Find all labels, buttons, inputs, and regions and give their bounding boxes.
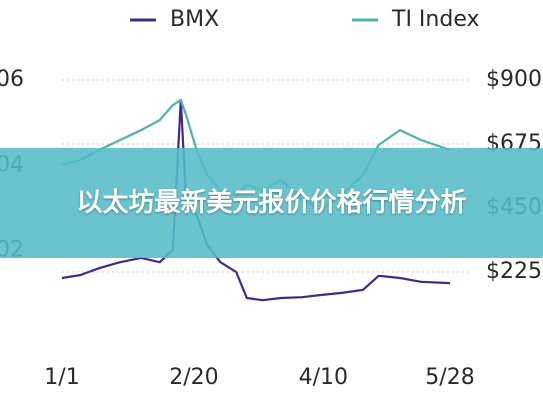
x-tick-label: 1/1	[44, 365, 79, 390]
x-tick-label: 4/10	[299, 365, 348, 390]
legend-label: BMX	[170, 7, 219, 32]
banner: 以太坊最新美元报价价格行情分析	[0, 148, 543, 258]
banner-title: 以太坊最新美元报价价格行情分析	[76, 188, 467, 218]
x-tick-label: 5/28	[425, 365, 474, 390]
y2-tick-label: $225	[486, 259, 542, 284]
x-tick-label: 2/20	[169, 365, 218, 390]
y2-tick-label: $900	[486, 67, 542, 92]
y-tick-label: 06	[0, 67, 24, 92]
series-line	[61, 99, 451, 302]
legend-label: TI Index	[391, 7, 479, 32]
